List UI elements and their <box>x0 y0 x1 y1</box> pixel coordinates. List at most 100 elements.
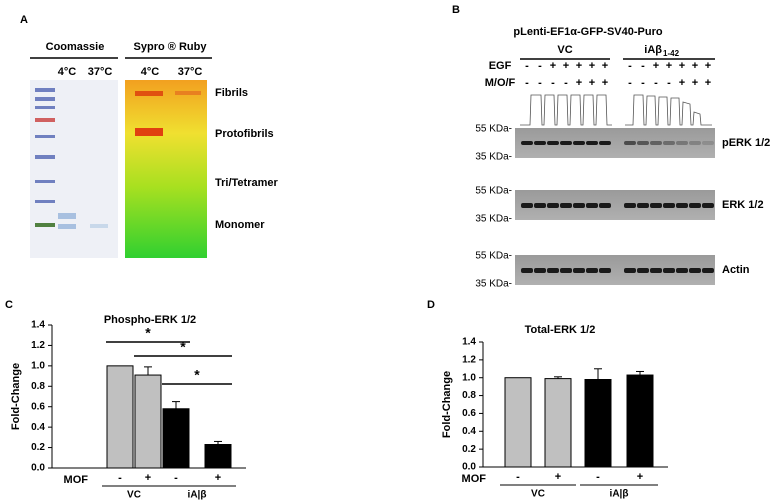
bar <box>626 374 654 468</box>
mw-marker: 35 KDa- <box>475 279 512 290</box>
mw-marker: 55 KDa- <box>475 124 512 135</box>
lane-sign: + <box>602 77 608 89</box>
band <box>702 141 714 145</box>
band <box>637 141 649 145</box>
lane-sign: + <box>589 60 595 72</box>
bar <box>106 365 134 469</box>
band <box>663 203 675 208</box>
lane-sign: + <box>653 60 659 72</box>
y-tick-label: 0.6 <box>31 401 45 412</box>
lane-sign: - <box>641 77 645 89</box>
group-label: iA|β <box>610 489 629 500</box>
lane-sign: + <box>563 60 569 72</box>
group-label: iAβ <box>644 44 662 56</box>
mw-marker: 55 KDa- <box>475 251 512 262</box>
band <box>663 141 675 145</box>
mw-marker: 35 KDa- <box>475 214 512 225</box>
blot-label: Actin <box>722 264 750 276</box>
y-tick-label: 1.0 <box>31 360 45 371</box>
lane-sign: + <box>679 60 685 72</box>
band-label: Monomer <box>215 219 265 231</box>
band <box>637 203 649 208</box>
band <box>650 203 662 208</box>
band <box>689 141 701 145</box>
bar <box>584 379 612 468</box>
band <box>624 203 636 208</box>
chart-title: Phospho-ERK 1/2 <box>104 314 196 326</box>
lane-sign: - <box>628 60 632 72</box>
lane-sign: + <box>602 60 608 72</box>
lane-sign: - <box>564 77 568 89</box>
y-tick-label: 0.2 <box>31 442 45 453</box>
row-label: M/O/F <box>485 77 516 89</box>
lane-sign: - <box>628 77 632 89</box>
significance-star: * <box>145 325 151 341</box>
x-sign: + <box>555 471 561 483</box>
band <box>624 141 636 145</box>
bar <box>134 374 162 469</box>
chart-title: Total-ERK 1/2 <box>525 324 596 336</box>
x-row-label: MOF <box>64 474 89 486</box>
band-label: Tri/Tetramer <box>215 177 278 189</box>
lane-sign: - <box>538 60 542 72</box>
band <box>573 141 585 145</box>
y-axis-label: Fold-Change <box>441 371 453 438</box>
band <box>560 203 572 208</box>
mw-marker: 55 KDa- <box>475 186 512 197</box>
group-label: VC <box>531 489 545 500</box>
band <box>521 141 533 145</box>
lane-sign: - <box>538 77 542 89</box>
y-tick-label: 1.2 <box>462 354 476 365</box>
lane-sign: + <box>692 60 698 72</box>
band-label: Protofibrils <box>215 128 274 140</box>
lane-sign: + <box>576 60 582 72</box>
x-sign: - <box>516 471 520 483</box>
row-label: EGF <box>489 60 512 72</box>
band <box>547 141 559 145</box>
x-sign: + <box>215 472 221 484</box>
lane-sign: - <box>525 60 529 72</box>
band <box>560 141 572 145</box>
x-sign: - <box>174 472 178 484</box>
construct-title: pLenti-EF1α-GFP-SV40-Puro <box>513 26 662 38</box>
panel-label: C <box>5 299 13 311</box>
coomassie-gel <box>30 80 118 258</box>
temp-label: 37°C <box>88 66 113 78</box>
band-label: Fibrils <box>215 87 248 99</box>
lane-sign: + <box>550 60 556 72</box>
band <box>637 268 649 273</box>
panel-label: A <box>20 14 28 26</box>
x-sign: - <box>596 471 600 483</box>
group-label: VC <box>557 44 572 56</box>
blot-label: pERK 1/2 <box>722 137 770 149</box>
band <box>560 268 572 273</box>
y-axis-label: Fold-Change <box>10 363 22 430</box>
group-label: iA|β <box>188 490 207 501</box>
bar <box>504 377 532 468</box>
y-tick-label: 0.8 <box>462 390 476 401</box>
temp-label: 4°C <box>58 66 77 78</box>
band <box>702 268 714 273</box>
bar <box>544 378 572 468</box>
densitometry-traces <box>520 94 712 126</box>
panel-label: D <box>427 299 435 311</box>
lane-sign: + <box>666 60 672 72</box>
band <box>702 203 714 208</box>
lane-sign: - <box>667 77 671 89</box>
bar <box>204 444 232 469</box>
band <box>534 141 546 145</box>
band <box>573 203 585 208</box>
lane-sign: + <box>692 77 698 89</box>
band <box>599 141 611 145</box>
x-sign: + <box>637 471 643 483</box>
blot-label: ERK 1/2 <box>722 199 764 211</box>
band <box>599 203 611 208</box>
blot-bands <box>521 141 714 273</box>
significance-star: * <box>180 339 186 355</box>
x-row-label: MOF <box>462 473 487 485</box>
y-tick-label: 0.2 <box>462 444 476 455</box>
lane-sign: + <box>576 77 582 89</box>
mw-marker: 35 KDa- <box>475 152 512 163</box>
band <box>547 268 559 273</box>
